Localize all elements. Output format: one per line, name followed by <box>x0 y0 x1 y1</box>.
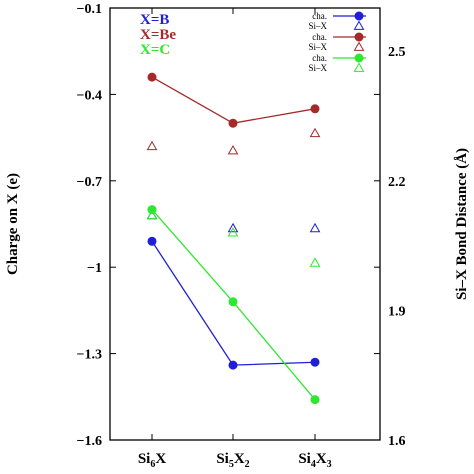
y2-tick-label: 2.5 <box>388 45 406 60</box>
charge-point <box>147 236 157 246</box>
bond-point <box>309 222 321 233</box>
charge-point <box>310 104 320 114</box>
y-tick-label: −1.3 <box>77 348 102 363</box>
x-tick-label: Si4X3 <box>298 451 331 470</box>
y2-tick-label: 1.6 <box>388 434 406 449</box>
y-tick-label: −0.7 <box>77 175 102 190</box>
bond-point <box>227 222 239 233</box>
group-label: X=Be <box>140 27 176 43</box>
series-line <box>151 76 316 124</box>
charge-point <box>147 205 157 215</box>
charge-point <box>310 357 320 367</box>
group-label: X=B <box>140 12 169 28</box>
legend-label-charge: cha. <box>312 32 327 42</box>
charge-point <box>228 297 238 307</box>
legend-bond-marker <box>353 41 365 51</box>
legend-charge-marker <box>354 32 364 42</box>
y-tick-label: −1 <box>87 261 102 276</box>
legend-label-bond: Si–X <box>308 63 327 73</box>
y-axis-title: Charge on X (e) <box>5 173 21 275</box>
x-tick-label: Si5X2 <box>216 451 249 470</box>
legend-bond-marker <box>353 62 365 72</box>
y-tick-label: −0.4 <box>77 88 102 103</box>
x-tick-label: Si6X <box>138 451 167 470</box>
bond-point <box>146 140 158 151</box>
charge-point <box>228 360 238 370</box>
y2-tick-label: 1.9 <box>388 304 406 319</box>
bond-point <box>227 145 239 155</box>
legend-label-bond: Si–X <box>308 42 327 52</box>
charge-point <box>228 118 238 128</box>
y2-axis-title: Si–X Bond Distance (Å) <box>454 148 470 300</box>
legend-charge-marker <box>354 11 364 21</box>
y-tick-label: −0.1 <box>77 2 102 17</box>
plot-frame <box>109 7 381 441</box>
legend-label-charge: cha. <box>312 11 327 21</box>
legend-label-charge: cha. <box>312 53 327 63</box>
y2-tick-label: 2.2 <box>388 175 406 190</box>
bond-point <box>146 209 158 220</box>
legend-charge-marker <box>354 53 364 63</box>
charge-point <box>310 395 320 405</box>
y-tick-label: −1.6 <box>77 434 102 449</box>
legend-label-bond: Si–X <box>308 21 327 31</box>
legend-bond-marker <box>353 20 365 30</box>
bond-point <box>227 227 239 237</box>
charge-point <box>147 72 157 82</box>
bond-point <box>309 127 321 138</box>
bond-point <box>309 257 321 267</box>
group-label: X=C <box>140 42 170 58</box>
